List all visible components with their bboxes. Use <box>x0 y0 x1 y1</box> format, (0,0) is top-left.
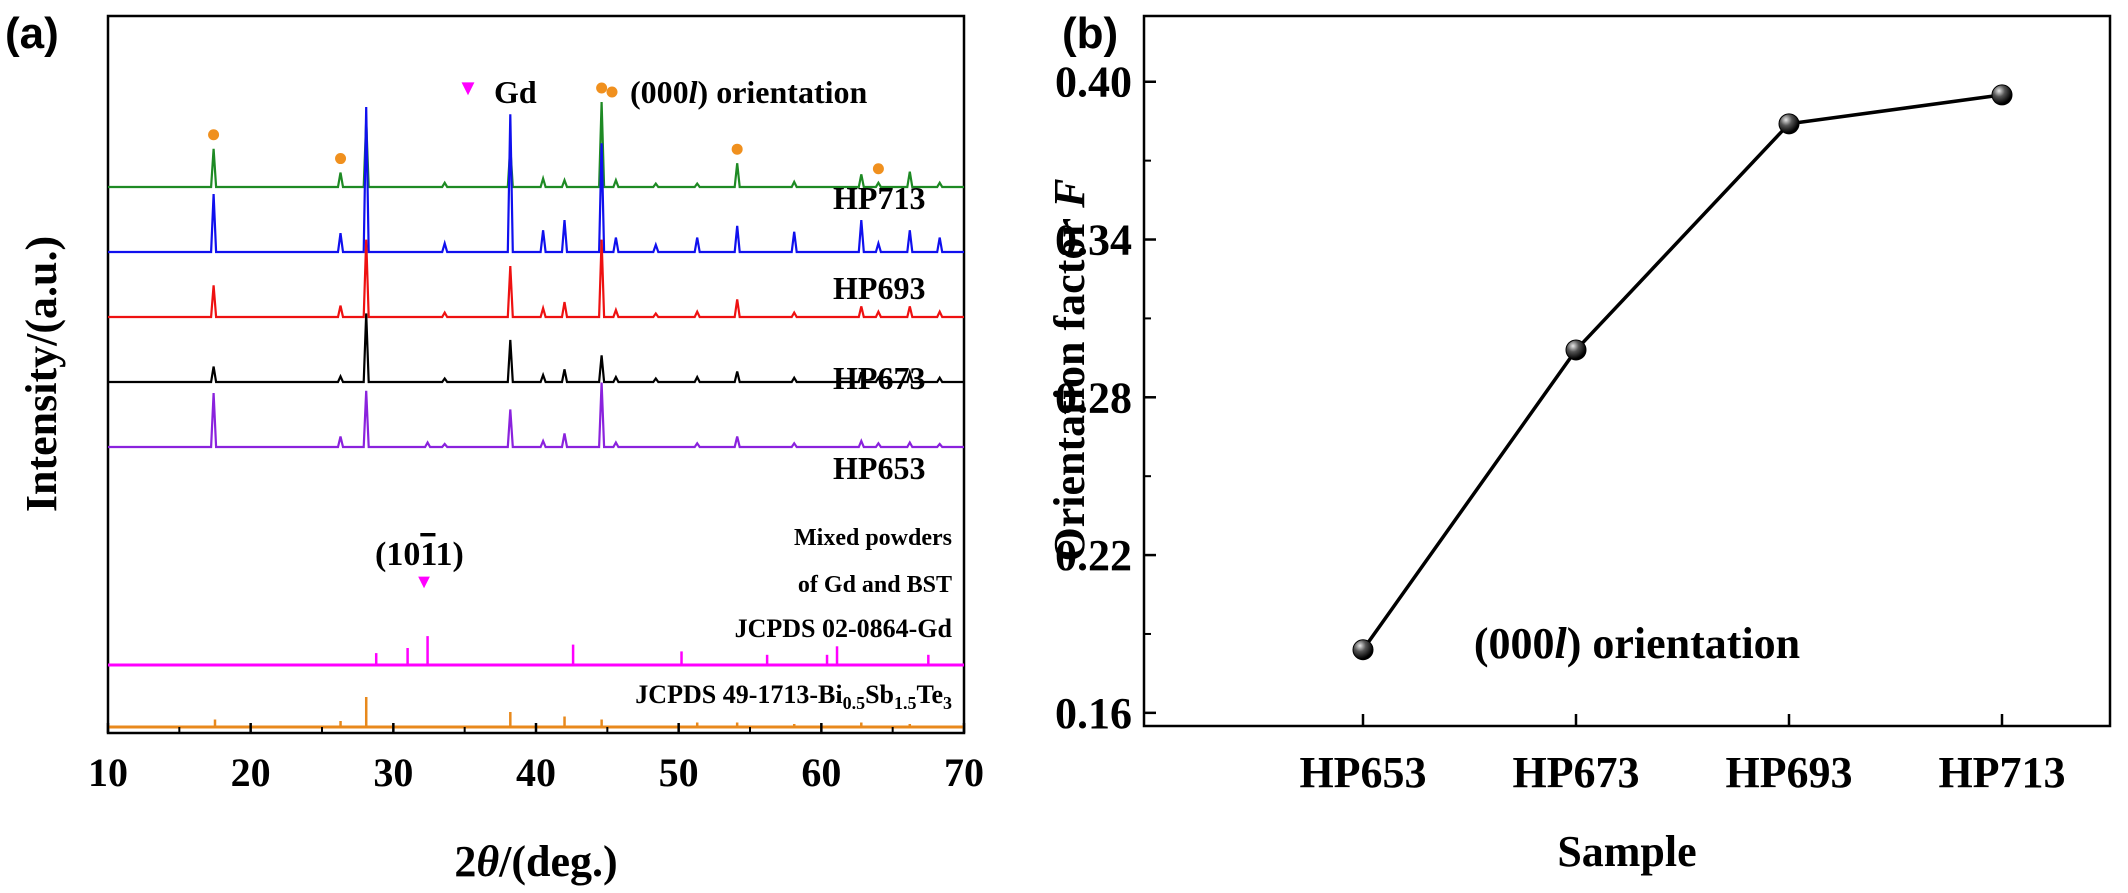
series-label-hp653: HP653 <box>833 450 925 486</box>
peak-annotation-10-11: (1011) ▼ <box>375 536 464 593</box>
orientation-point <box>1778 113 1800 135</box>
xrd-series-line <box>108 313 964 384</box>
orientation-y-ticks: 0.16 0.22 0.28 0.34 0.40 <box>1055 58 1156 738</box>
orientation-point <box>1991 84 2013 106</box>
xrd-x-ticks: 10 20 30 40 50 60 70 <box>88 723 984 795</box>
x-tick-label: 60 <box>801 750 841 795</box>
orientation-point <box>1352 639 1374 661</box>
series-label-hp693: HP693 <box>833 270 925 306</box>
y-tick-label: 0.40 <box>1055 58 1132 107</box>
x-tick-label: HP713 <box>1938 748 2065 797</box>
orientation-peak-marker <box>872 163 884 175</box>
orientation-plot-frame <box>1142 14 2112 728</box>
orientation-peak-marker <box>208 129 220 141</box>
orientation-x-axis-label: Sample <box>1557 827 1696 876</box>
xrd-chart: 10 20 30 40 50 60 70 ▼ Gd (000l) orientation H… <box>17 14 984 886</box>
xrd-series-line <box>108 239 964 319</box>
orientation-y-axis-label: Orientation factor F <box>1045 179 1094 562</box>
x-tick-label: 30 <box>373 750 413 795</box>
gd-peak-marker: ▼ <box>414 571 434 593</box>
series-label-hp673: HP673 <box>833 360 925 396</box>
x-tick-label: 50 <box>659 750 699 795</box>
y-tick-label: 0.28 <box>1055 373 1132 422</box>
x-tick-label: HP673 <box>1512 748 1639 797</box>
reference-label-gd: JCPDS 02-0864-Gd <box>735 614 953 643</box>
orientation-legend-label: (000l) orientation <box>630 74 868 110</box>
panel-b-label: (b) <box>1062 9 1118 58</box>
series-label-mixed-line2: of Gd and BST <box>798 572 952 598</box>
y-tick-label: 0.22 <box>1055 531 1132 580</box>
orientation-line <box>1361 93 2003 651</box>
orientation-series <box>1352 84 2013 661</box>
x-tick-label: HP693 <box>1725 748 1852 797</box>
xrd-series-line <box>108 382 964 449</box>
y-tick-label: 0.34 <box>1055 216 1132 265</box>
orientation-legend-marker <box>606 86 618 98</box>
x-tick-label: 40 <box>516 750 556 795</box>
series-label-mixed-line1: Mixed powders <box>794 525 952 551</box>
xrd-y-axis-label: Intensity/(a.u.) <box>17 236 66 512</box>
x-tick-label: 70 <box>944 750 984 795</box>
xrd-series-line <box>108 106 964 254</box>
x-tick-label: HP653 <box>1299 748 1426 797</box>
gd-legend-label: Gd <box>494 74 537 110</box>
orientation-peak-marker <box>596 82 608 94</box>
orientation-annotation: (000l) orientation <box>1474 619 1800 668</box>
reference-label-bst: JCPDS 49-1713-Bi0.5Sb1.5Te3 <box>635 680 952 713</box>
peak-annotation-text: (1011) <box>375 536 464 573</box>
orientation-x-ticks: HP653 HP673 HP693 HP713 <box>1299 714 2066 797</box>
xrd-series-line <box>108 101 964 189</box>
series-label-hp713: HP713 <box>833 180 925 216</box>
orientation-peak-marker <box>335 153 347 165</box>
xrd-x-axis-label: 2θ/(deg.) <box>454 837 617 886</box>
panel-a-label: (a) <box>5 9 59 58</box>
y-tick-label: 0.16 <box>1055 689 1132 738</box>
gd-legend-marker: ▼ <box>457 75 479 100</box>
x-tick-label: 10 <box>88 750 128 795</box>
orientation-point <box>1565 339 1587 361</box>
orientation-peak-marker <box>731 143 743 155</box>
x-tick-label: 20 <box>231 750 271 795</box>
xrd-series-group <box>108 82 964 449</box>
orientation-factor-chart: 0.16 0.22 0.28 0.34 0.40 HP653 HP673 HP693 HP71… <box>1045 14 2112 876</box>
